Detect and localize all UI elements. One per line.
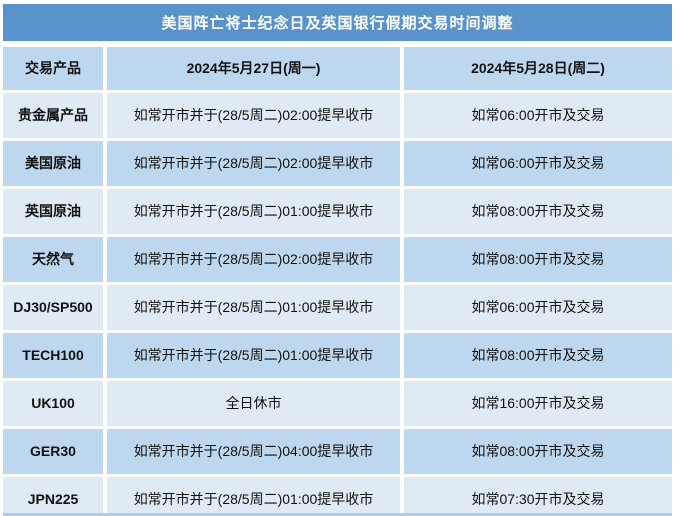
product-cell: UK100: [3, 381, 103, 426]
monday-cell: 如常开市并于(28/5周二)02:00提早收市: [107, 141, 400, 186]
table-row-precious-metals: 贵金属产品 如常开市并于(28/5周二)02:00提早收市 如常06:00开市及…: [3, 93, 672, 138]
product-cell: JPN225: [3, 477, 103, 516]
header-cell-product: 交易产品: [3, 47, 103, 90]
product-cell: 贵金属产品: [3, 93, 103, 138]
table-row-uk-oil: 英国原油 如常开市并于(28/5周二)01:00提早收市 如常08:00开市及交…: [3, 189, 672, 234]
product-cell: TECH100: [3, 333, 103, 378]
tuesday-cell: 如常06:00开市及交易: [404, 93, 672, 138]
table-row-uk100: UK100 全日休市 如常16:00开市及交易: [3, 381, 672, 426]
monday-cell: 如常开市并于(28/5周二)01:00提早收市: [107, 285, 400, 330]
tuesday-cell: 如常16:00开市及交易: [404, 381, 672, 426]
monday-cell: 如常开市并于(28/5周二)01:00提早收市: [107, 333, 400, 378]
table-row-us-oil: 美国原油 如常开市并于(28/5周二)02:00提早收市 如常06:00开市及交…: [3, 141, 672, 186]
product-cell: 英国原油: [3, 189, 103, 234]
tuesday-cell: 如常08:00开市及交易: [404, 237, 672, 282]
product-cell: DJ30/SP500: [3, 285, 103, 330]
table-row-jpn225: JPN225 如常开市并于(28/5周二)01:00提早收市 如常07:30开市…: [3, 477, 672, 516]
header-row: 交易产品 2024年5月27日(周一) 2024年5月28日(周二): [3, 47, 672, 90]
monday-cell: 全日休市: [107, 381, 400, 426]
monday-cell: 如常开市并于(28/5周二)04:00提早收市: [107, 429, 400, 474]
tuesday-cell: 如常06:00开市及交易: [404, 141, 672, 186]
table-row-natural-gas: 天然气 如常开市并于(28/5周二)02:00提早收市 如常08:00开市及交易: [3, 237, 672, 282]
table-row-ger30: GER30 如常开市并于(28/5周二)04:00提早收市 如常08:00开市及…: [3, 429, 672, 474]
table-row-dj30-sp500: DJ30/SP500 如常开市并于(28/5周二)01:00提早收市 如常06:…: [3, 285, 672, 330]
header-cell-monday: 2024年5月27日(周一): [107, 47, 400, 90]
product-cell: 天然气: [3, 237, 103, 282]
product-cell: GER30: [3, 429, 103, 474]
tuesday-cell: 如常06:00开市及交易: [404, 285, 672, 330]
table-row-tech100: TECH100 如常开市并于(28/5周二)01:00提早收市 如常08:00开…: [3, 333, 672, 378]
tuesday-cell: 如常08:00开市及交易: [404, 429, 672, 474]
monday-cell: 如常开市并于(28/5周二)01:00提早收市: [107, 189, 400, 234]
tuesday-cell: 如常08:00开市及交易: [404, 189, 672, 234]
monday-cell: 如常开市并于(28/5周二)01:00提早收市: [107, 477, 400, 516]
tuesday-cell: 如常07:30开市及交易: [404, 477, 672, 516]
tuesday-cell: 如常08:00开市及交易: [404, 333, 672, 378]
trading-hours-table: 美国阵亡将士纪念日及英国银行假期交易时间调整 交易产品 2024年5月27日(周…: [3, 4, 672, 516]
table-title: 美国阵亡将士纪念日及英国银行假期交易时间调整: [3, 4, 672, 41]
monday-cell: 如常开市并于(28/5周二)02:00提早收市: [107, 93, 400, 138]
monday-cell: 如常开市并于(28/5周二)02:00提早收市: [107, 237, 400, 282]
next-row-edge: [3, 513, 672, 516]
product-cell: 美国原油: [3, 141, 103, 186]
header-cell-tuesday: 2024年5月28日(周二): [404, 47, 672, 90]
